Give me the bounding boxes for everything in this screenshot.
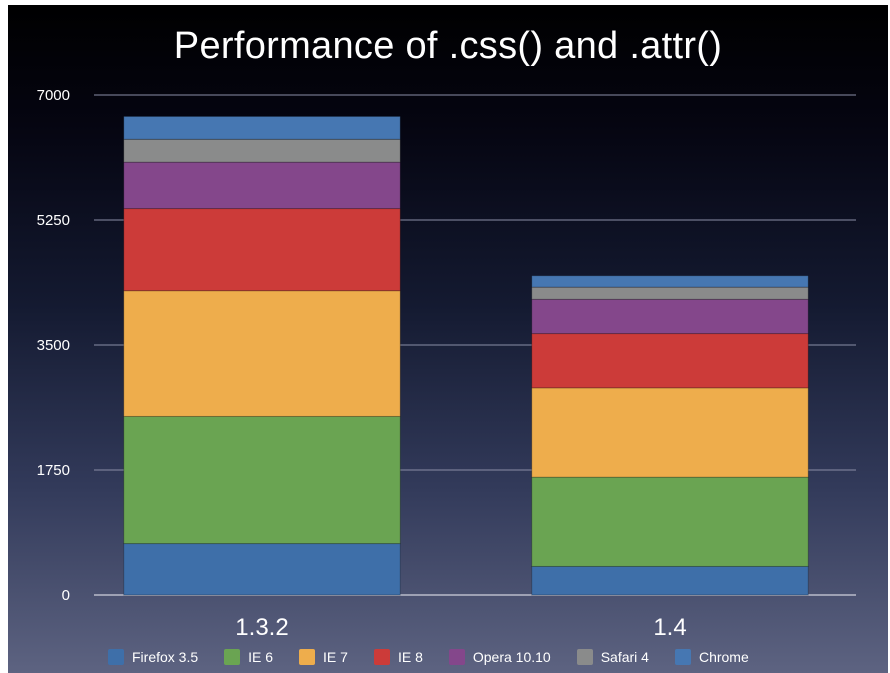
legend-item: IE 8 (373, 649, 423, 665)
legend-label: IE 6 (248, 649, 274, 665)
y-tick-label: 5250 (37, 212, 70, 229)
x-category-label: 1.3.2 (235, 614, 288, 641)
bar-segment-ie-6-1-4 (531, 476, 809, 567)
chart-slide: 0 1750 3500 5250 7000 1.3.2 1.4 Performance of… (8, 5, 888, 673)
legend-label: Safari 4 (600, 649, 649, 665)
bar-segment-ie-7-1-3-2 (123, 290, 401, 417)
y-tick-label: 3500 (37, 337, 70, 354)
bar-segment-firefox-3-5-1-4 (531, 565, 809, 596)
legend-swatch (576, 649, 593, 665)
bar-segment-safari-4-1-4 (531, 286, 809, 300)
y-tick-label: 1750 (37, 462, 70, 479)
legend-item: Chrome (674, 649, 749, 665)
legend-swatch (674, 649, 691, 665)
legend-item: Safari 4 (576, 649, 649, 665)
bar-segment-firefox-3-5-1-3-2 (123, 543, 401, 596)
legend-item: IE 6 (224, 649, 273, 665)
legend-swatch (108, 649, 124, 665)
stacked-bar-chart: 0 1750 3500 5250 7000 1.3.2 1.4 (37, 87, 856, 641)
legend-swatch (373, 649, 390, 665)
bar-segment-ie-8-1-3-2 (123, 208, 401, 292)
bar-segment-ie-7-1-4 (531, 387, 809, 478)
bar-segment-opera-10-10-1-3-2 (123, 161, 401, 210)
bar-segment-chrome-1-4 (531, 275, 809, 288)
legend-item: Firefox 3.5 (108, 649, 198, 665)
legend-label: Chrome (698, 649, 749, 665)
bar-segment-opera-10-10-1-4 (531, 298, 809, 335)
legend-item: IE 7 (299, 649, 348, 665)
bar-segment-ie-8-1-4 (531, 333, 809, 389)
legend-label: IE 7 (323, 649, 348, 665)
bar-segment-ie-6-1-3-2 (123, 415, 401, 545)
legend-label: IE 8 (397, 649, 423, 665)
bar-segment-chrome-1-3-2 (123, 115, 401, 140)
chart-legend: Firefox 3.5 IE 6 IE 7 IE 8 Opera 10.10 Safari… (108, 646, 868, 668)
legend-label: Opera 10.10 (472, 649, 551, 665)
x-category-label: 1.4 (653, 614, 686, 641)
legend-swatch (224, 649, 241, 665)
bar-segment-safari-4-1-3-2 (123, 138, 401, 163)
legend-swatch (448, 649, 465, 665)
legend-label: Firefox 3.5 (132, 649, 199, 665)
legend-item: Opera 10.10 (448, 649, 551, 665)
y-tick-label: 0 (62, 587, 70, 604)
chart-title: Performance of .css() and .attr() (173, 25, 723, 67)
y-tick-label: 7000 (37, 87, 70, 104)
legend-swatch (299, 649, 316, 665)
